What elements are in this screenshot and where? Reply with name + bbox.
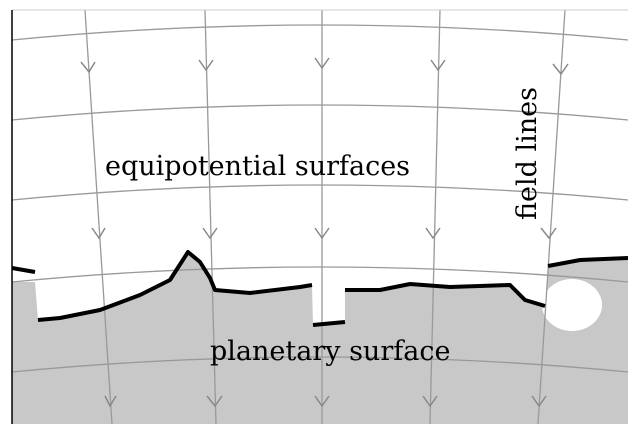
surface-edge [345,282,546,308]
field-line [429,9,441,424]
equipotential-line [11,24,628,41]
field-arrow [80,61,117,408]
equipotential-line [11,266,628,283]
field-line [204,9,217,424]
surface-edge [312,320,346,327]
field-line [537,9,566,424]
equipotential-label: equipotential surfaces [105,151,410,182]
surface-pocket [542,279,602,331]
field-arrow [531,63,569,408]
field-arrow [314,57,330,408]
field-arrow [422,59,446,408]
equipotential-line [11,104,628,121]
equipotential-line [11,184,628,201]
field-line [84,9,113,424]
planet-fill [12,252,628,424]
surface-edge [11,266,36,274]
surface-edge [547,256,628,268]
field-lines [80,9,569,424]
planetary-label: planetary surface [210,336,450,367]
field-arrow [198,59,223,408]
surface-edge [37,250,313,322]
equipotential-lines [11,24,628,373]
field-lines-label: field lines [512,87,543,220]
